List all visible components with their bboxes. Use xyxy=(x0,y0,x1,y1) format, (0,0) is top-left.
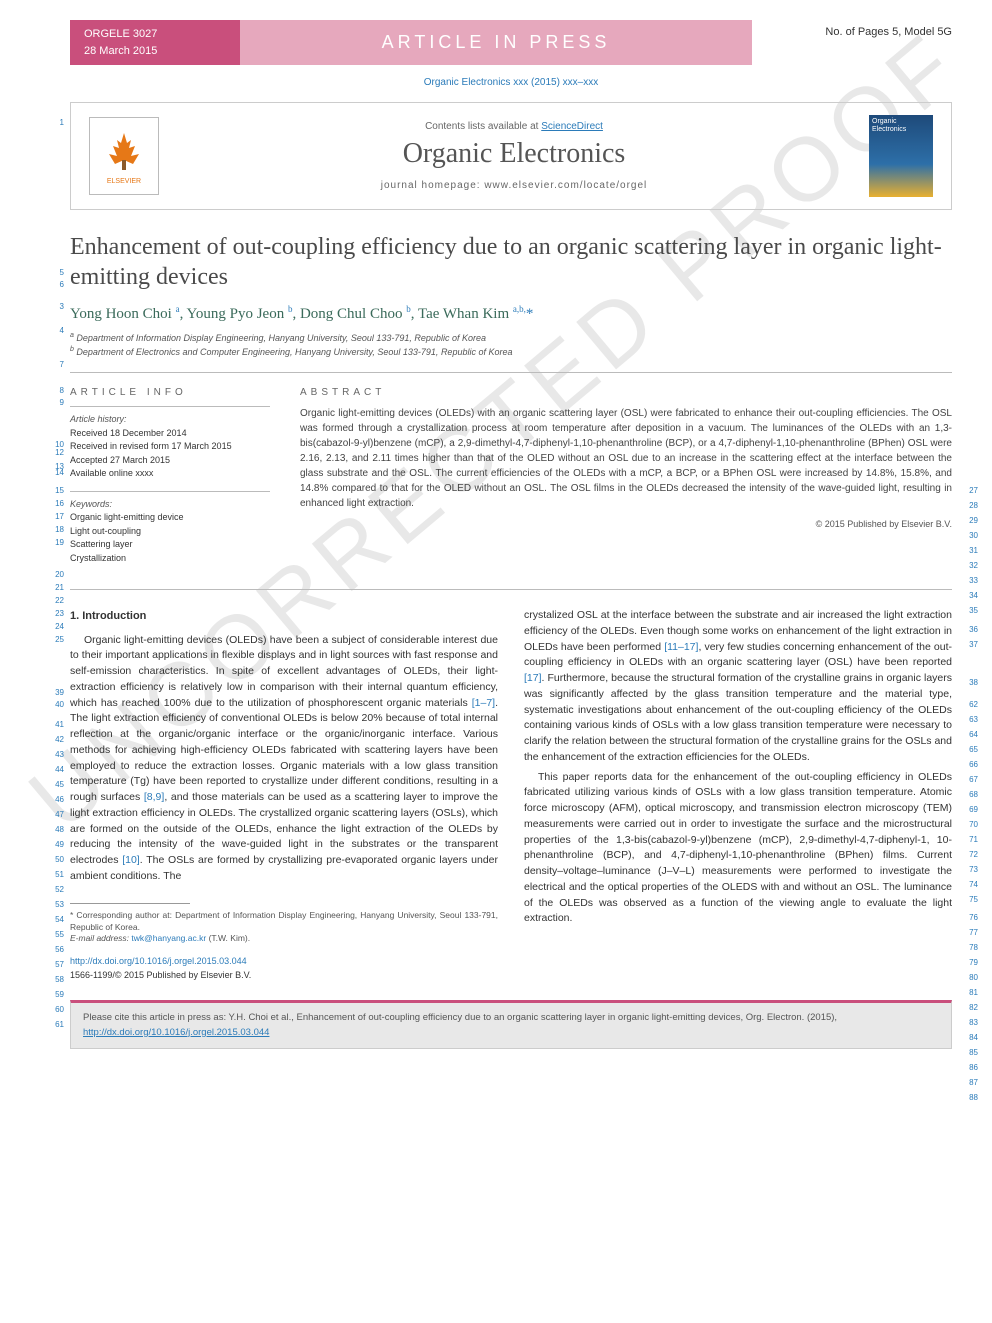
p2-post: . Furthermore, because the structural fo… xyxy=(524,672,952,763)
email-who: (T.W. Kim). xyxy=(206,933,250,943)
issn-line: 1566-1199/© 2015 Published by Elsevier B… xyxy=(70,970,251,980)
journal-header-box: ELSEVIER Contents lists available at Sci… xyxy=(70,102,952,210)
elsevier-tree-icon xyxy=(99,128,149,178)
keyword-item: Light out-coupling xyxy=(70,525,270,539)
proof-pages: No. of Pages 5, Model 5G xyxy=(752,20,952,65)
author-email-link[interactable]: twk@hanyang.ac.kr xyxy=(131,933,206,943)
contents-avail-text: Contents lists available at xyxy=(425,121,541,132)
cite-text: Please cite this article in press as: Y.… xyxy=(83,1012,837,1023)
section-1-heading: 1. Introduction xyxy=(70,608,498,625)
intro-paragraph-1: Organic light-emitting devices (OLEDs) h… xyxy=(70,633,498,885)
history-label: Article history: xyxy=(70,413,270,427)
abstract-heading: ABSTRACT xyxy=(300,387,952,398)
article-history: Article history: Received 18 December 20… xyxy=(70,406,270,481)
journal-cover-thumb: Organic Electronics xyxy=(869,115,933,197)
proof-date: 28 March 2015 xyxy=(84,43,226,60)
sciencedirect-link[interactable]: ScienceDirect xyxy=(541,121,603,132)
keywords-block: Keywords: Organic light-emitting deviceL… xyxy=(70,491,270,566)
info-heading: ARTICLE INFO xyxy=(70,387,270,398)
affiliation: b Department of Electronics and Computer… xyxy=(70,345,952,359)
history-item: Received 18 December 2014 xyxy=(70,427,270,441)
elsevier-label: ELSEVIER xyxy=(107,178,141,185)
line-number: 87 xyxy=(956,1078,978,1087)
separator xyxy=(70,589,952,590)
ref-8-9[interactable]: [8,9] xyxy=(144,791,164,803)
email-footnote: E-mail address: twk@hanyang.ac.kr (T.W. … xyxy=(70,933,498,945)
journal-homepage: journal homepage: www.elsevier.com/locat… xyxy=(175,180,853,191)
keyword-item: Scattering layer xyxy=(70,538,270,552)
history-item: Received in revised form 17 March 2015 xyxy=(70,440,270,454)
doi-link[interactable]: http://dx.doi.org/10.1016/j.orgel.2015.0… xyxy=(70,956,247,966)
proof-header: ORGELE 3027 28 March 2015 ARTICLE IN PRE… xyxy=(70,20,952,65)
affiliations: a Department of Information Display Engi… xyxy=(70,331,952,358)
proof-banner: ARTICLE IN PRESS xyxy=(240,20,752,65)
ref-11-17[interactable]: [11–17] xyxy=(664,641,698,653)
separator xyxy=(70,372,952,373)
line-number: 88 xyxy=(956,1093,978,1102)
history-item: Accepted 27 March 2015 xyxy=(70,454,270,468)
history-item: Available online xxxx xyxy=(70,467,270,481)
column-right: crystalized OSL at the interface between… xyxy=(524,608,952,982)
journal-reference: Organic Electronics xxx (2015) xxx–xxx xyxy=(70,77,952,88)
info-abstract-row: ARTICLE INFO Article history: Received 1… xyxy=(70,387,952,575)
article-code: ORGELE 3027 xyxy=(84,26,226,43)
ref-1-7[interactable]: [1–7] xyxy=(472,697,495,709)
column-left: 1. Introduction Organic light-emitting d… xyxy=(70,608,498,982)
citation-box: Please cite this article in press as: Y.… xyxy=(70,1000,952,1049)
abstract-text: Organic light-emitting devices (OLEDs) w… xyxy=(300,406,952,511)
intro-paragraph-2: crystalized OSL at the interface between… xyxy=(524,608,952,766)
authors-line: Yong Hoon Choi a, Young Pyo Jeon b, Dong… xyxy=(70,304,952,323)
body-columns: 1. Introduction Organic light-emitting d… xyxy=(70,608,952,982)
proof-meta-left: ORGELE 3027 28 March 2015 xyxy=(70,20,240,65)
journal-name: Organic Electronics xyxy=(175,138,853,170)
contents-available: Contents lists available at ScienceDirec… xyxy=(175,121,853,132)
elsevier-logo: ELSEVIER xyxy=(89,117,159,195)
intro-paragraph-3: This paper reports data for the enhancem… xyxy=(524,770,952,928)
keyword-item: Crystallization xyxy=(70,552,270,566)
ref-17[interactable]: [17] xyxy=(524,672,542,684)
article-title: Enhancement of out-coupling efficiency d… xyxy=(70,232,952,292)
page: ORGELE 3027 28 March 2015 ARTICLE IN PRE… xyxy=(0,0,992,1079)
ref-10[interactable]: [10] xyxy=(122,854,140,866)
keywords-label: Keywords: xyxy=(70,498,270,512)
keyword-item: Organic light-emitting device xyxy=(70,511,270,525)
p1-pre: Organic light-emitting devices (OLEDs) h… xyxy=(70,634,498,709)
footnote-rule xyxy=(70,903,190,904)
corresponding-author-note: * Corresponding author at: Department of… xyxy=(70,910,498,934)
abstract: ABSTRACT Organic light-emitting devices … xyxy=(300,387,952,575)
article-info: ARTICLE INFO Article history: Received 1… xyxy=(70,387,270,575)
doi-block: http://dx.doi.org/10.1016/j.orgel.2015.0… xyxy=(70,955,498,982)
p1-mid: . The light extraction efficiency of con… xyxy=(70,697,498,804)
journal-header-mid: Contents lists available at ScienceDirec… xyxy=(175,121,853,191)
cite-doi-link[interactable]: http://dx.doi.org/10.1016/j.orgel.2015.0… xyxy=(83,1027,269,1038)
copyright: © 2015 Published by Elsevier B.V. xyxy=(300,519,952,529)
affiliation: a Department of Information Display Engi… xyxy=(70,331,952,345)
email-label: E-mail address: xyxy=(70,933,131,943)
